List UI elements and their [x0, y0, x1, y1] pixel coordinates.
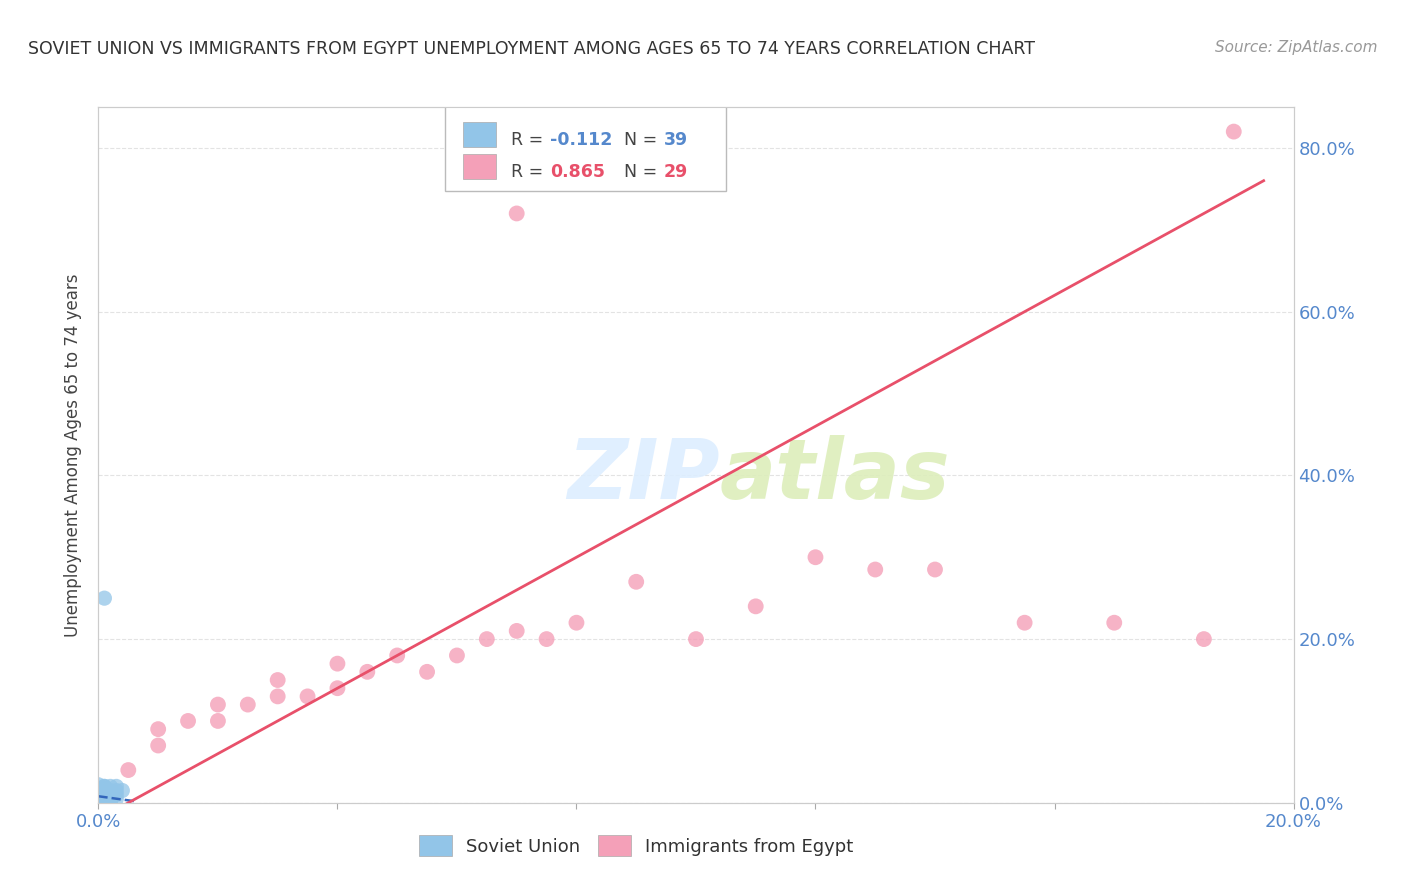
Point — [93, 791, 115, 805]
Point — [326, 681, 349, 696]
Point — [475, 632, 498, 646]
Point — [111, 783, 134, 797]
Point — [93, 789, 115, 804]
Point — [207, 714, 229, 728]
Point — [745, 599, 768, 614]
Point — [98, 786, 122, 800]
Point — [93, 796, 115, 810]
Point — [356, 665, 378, 679]
Point — [98, 788, 122, 802]
Point — [326, 657, 349, 671]
Point — [105, 783, 128, 797]
Point — [148, 722, 170, 736]
Point — [297, 690, 319, 704]
Point — [87, 783, 110, 797]
Point — [93, 780, 115, 794]
Point — [117, 763, 139, 777]
Point — [87, 788, 110, 802]
Point — [416, 665, 439, 679]
Point — [87, 791, 110, 805]
Point — [506, 206, 529, 220]
Text: SOVIET UNION VS IMMIGRANTS FROM EGYPT UNEMPLOYMENT AMONG AGES 65 TO 74 YEARS COR: SOVIET UNION VS IMMIGRANTS FROM EGYPT UN… — [28, 40, 1035, 58]
Point — [93, 788, 115, 802]
Point — [385, 648, 409, 663]
Point — [93, 796, 115, 810]
Point — [87, 788, 110, 802]
Point — [93, 796, 115, 810]
Point — [87, 783, 110, 797]
Point — [865, 562, 887, 576]
Point — [148, 739, 170, 753]
Point — [98, 780, 122, 794]
Point — [98, 796, 122, 810]
Point — [87, 778, 110, 792]
Point — [87, 783, 110, 797]
Point — [98, 783, 122, 797]
Legend: Soviet Union, Immigrants from Egypt: Soviet Union, Immigrants from Egypt — [412, 828, 860, 863]
Text: ZIP: ZIP — [567, 435, 720, 516]
Point — [93, 780, 115, 794]
Point — [105, 780, 128, 794]
Point — [446, 648, 468, 663]
Point — [565, 615, 588, 630]
Point — [87, 786, 110, 800]
Text: R =: R = — [510, 131, 548, 149]
Point — [98, 788, 122, 802]
Point — [93, 780, 115, 795]
Point — [87, 796, 110, 810]
Point — [207, 698, 229, 712]
Point — [87, 791, 110, 805]
Point — [87, 796, 110, 810]
Point — [1223, 125, 1246, 139]
Text: R =: R = — [510, 162, 548, 181]
Point — [93, 783, 115, 797]
Point — [93, 591, 115, 606]
Point — [536, 632, 558, 646]
Point — [105, 788, 128, 802]
Point — [1104, 615, 1126, 630]
FancyBboxPatch shape — [463, 121, 496, 146]
Point — [177, 714, 200, 728]
Text: 0.865: 0.865 — [550, 162, 605, 181]
Y-axis label: Unemployment Among Ages 65 to 74 years: Unemployment Among Ages 65 to 74 years — [65, 273, 83, 637]
FancyBboxPatch shape — [463, 153, 496, 178]
Text: atlas: atlas — [720, 435, 950, 516]
Point — [93, 788, 115, 802]
Point — [98, 796, 122, 810]
Text: -0.112: -0.112 — [550, 131, 613, 149]
Point — [804, 550, 827, 565]
Point — [267, 673, 290, 687]
Point — [1014, 615, 1036, 630]
FancyBboxPatch shape — [446, 103, 725, 191]
Text: N =: N = — [624, 162, 664, 181]
Point — [93, 783, 115, 797]
Point — [87, 796, 110, 810]
Point — [236, 698, 259, 712]
Point — [685, 632, 707, 646]
Point — [924, 562, 946, 576]
Point — [1192, 632, 1215, 646]
Text: 39: 39 — [664, 131, 688, 149]
Text: N =: N = — [624, 131, 664, 149]
Text: Source: ZipAtlas.com: Source: ZipAtlas.com — [1215, 40, 1378, 55]
Point — [506, 624, 529, 638]
Point — [626, 574, 648, 589]
Point — [105, 791, 128, 805]
Point — [87, 796, 110, 810]
Point — [98, 791, 122, 805]
Point — [267, 690, 290, 704]
Text: 29: 29 — [664, 162, 688, 181]
